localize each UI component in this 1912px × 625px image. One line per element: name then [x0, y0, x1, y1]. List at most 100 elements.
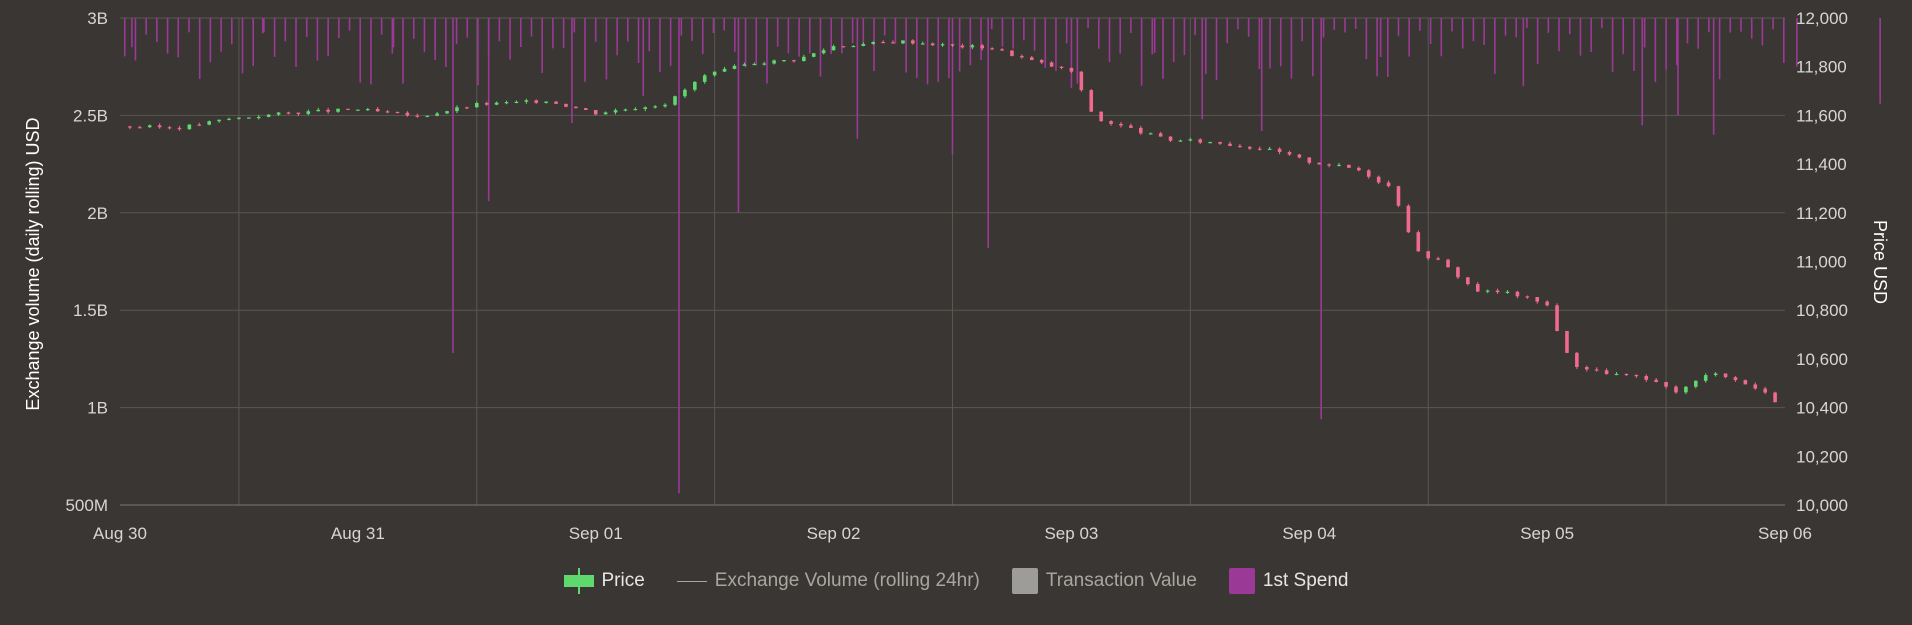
candle-body — [128, 126, 132, 128]
candle-body — [494, 102, 499, 105]
candle-body — [1694, 380, 1698, 387]
candle-body — [603, 112, 608, 115]
candle-body — [1664, 382, 1668, 387]
candle-body — [356, 109, 360, 111]
candle-body — [1515, 291, 1520, 297]
candle-body — [702, 75, 707, 82]
candle-body — [742, 64, 747, 66]
candle-body — [544, 101, 548, 103]
candle-body — [593, 110, 598, 115]
candle-body — [524, 100, 529, 102]
candle-body — [623, 109, 628, 111]
candle-body — [217, 119, 221, 122]
candle-body — [1366, 170, 1371, 177]
candle-icon — [563, 568, 594, 594]
candle-body — [395, 111, 400, 114]
candle-body — [247, 117, 251, 119]
candle-body — [722, 68, 727, 72]
x-tick-label: Sep 02 — [807, 524, 861, 543]
left-tick-label: 1.5B — [73, 301, 108, 320]
candle-body — [1406, 205, 1411, 233]
candle-body — [484, 103, 489, 105]
candle-body — [1208, 142, 1212, 144]
left-axis-title: Exchange volume (daily rolling) USD — [23, 117, 43, 410]
candle-body — [1178, 140, 1183, 142]
candle-body — [1347, 164, 1351, 168]
candle-body — [762, 63, 766, 65]
candle-body — [465, 107, 469, 109]
legend-item-price[interactable]: Price — [563, 568, 645, 594]
candle-body — [1654, 379, 1658, 383]
candle-body — [1604, 370, 1609, 375]
right-tick-label: 10,400 — [1796, 399, 1848, 418]
legend-item-transaction-value[interactable]: Transaction Value — [1011, 568, 1197, 594]
candle-body — [1773, 392, 1777, 403]
candle-body — [474, 103, 479, 108]
candle-body — [306, 111, 311, 114]
candle-body — [1307, 157, 1312, 163]
candle-body — [1357, 167, 1361, 171]
right-axis-ticks: 12,000 11,800 11,600 11,400 11,200 11,000 10,8… — [1796, 9, 1848, 515]
legend-item-exchange-volume[interactable]: Exchange Volume (rolling 24hr) — [676, 570, 980, 592]
legend-label: Exchange Volume (rolling 24hr) — [714, 570, 980, 591]
candle-body — [326, 109, 330, 112]
candle-body — [1386, 182, 1391, 187]
candle-body — [1267, 148, 1272, 150]
x-tick-label: Sep 03 — [1044, 524, 1098, 543]
legend-label: 1st Spend — [1262, 570, 1349, 591]
candle-body — [1277, 148, 1282, 153]
exchange-price-chart: 3B 2.5B 2B 1.5B 1B 500M 12,000 11,800 11,600 11,… — [23, 9, 1890, 543]
candle-body — [1743, 380, 1748, 385]
candle-body — [1624, 373, 1629, 376]
legend-item-first-spend[interactable]: 1st Spend — [1228, 568, 1349, 594]
right-tick-label: 10,600 — [1796, 350, 1848, 369]
candle-body — [643, 107, 648, 109]
candle-body — [851, 45, 856, 48]
candle-body — [811, 53, 816, 57]
candle-body — [693, 81, 697, 90]
candle-body — [1505, 291, 1510, 293]
candle-body — [990, 48, 994, 50]
right-tick-label: 10,200 — [1796, 447, 1848, 466]
candle-body — [1148, 133, 1153, 135]
candle-body — [1238, 145, 1242, 148]
x-tick-label: Sep 05 — [1520, 524, 1574, 543]
candle-body — [980, 45, 985, 49]
candle-body — [1188, 139, 1193, 141]
candle-body — [940, 44, 945, 46]
candle-body — [1297, 154, 1302, 158]
x-tick-label: Sep 06 — [1758, 524, 1812, 543]
candle-body — [1594, 369, 1599, 371]
candle-body — [1168, 136, 1173, 141]
candle-body — [375, 108, 380, 112]
x-tick-label: Aug 30 — [93, 524, 147, 543]
candle-body — [574, 106, 578, 109]
candle-body — [286, 112, 291, 114]
candle-body — [1396, 186, 1401, 206]
first-spend-spikes — [123, 18, 1881, 494]
candle-body — [1198, 139, 1203, 143]
candle-body — [1049, 62, 1054, 67]
candle-body — [663, 104, 667, 107]
candle-body — [1575, 352, 1579, 368]
candle-body — [782, 60, 786, 62]
candle-body — [157, 125, 162, 128]
candle-body — [1099, 111, 1103, 122]
candle-body — [1228, 143, 1232, 146]
candle-body — [930, 43, 935, 46]
candle-body — [346, 108, 350, 110]
candle-body — [564, 103, 568, 107]
candle-body — [1257, 148, 1262, 150]
candle-body — [653, 106, 657, 108]
legend-label: Price — [601, 570, 645, 591]
candle-body — [554, 101, 558, 104]
candle-body — [504, 102, 509, 104]
left-axis-ticks: 3B 2.5B 2B 1.5B 1B 500M — [65, 9, 108, 515]
candle-body — [1069, 67, 1074, 72]
candle-body — [891, 42, 895, 44]
candle-body — [871, 42, 876, 44]
line-icon — [676, 580, 707, 582]
candle-body — [237, 117, 241, 119]
right-tick-label: 10,000 — [1796, 496, 1848, 515]
right-tick-label: 11,800 — [1796, 58, 1847, 77]
